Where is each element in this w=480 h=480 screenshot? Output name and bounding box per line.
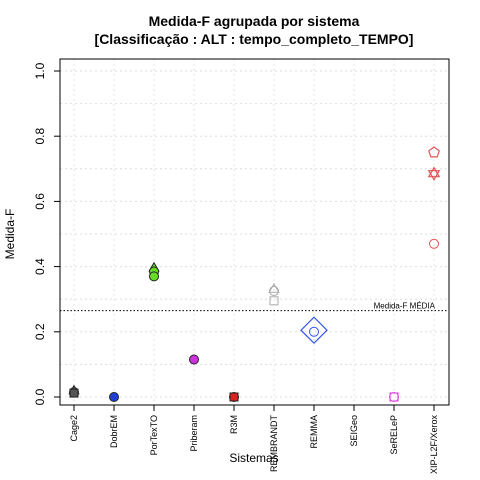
x-tick-label: Cage2 xyxy=(69,415,79,442)
x-tick-label: Priberam xyxy=(189,415,199,452)
data-point-square xyxy=(69,388,79,398)
data-point-circle xyxy=(389,392,399,402)
chart-subtitle: [Classificação : ALT : tempo_completo_TE… xyxy=(95,31,414,47)
grid-layer xyxy=(60,59,449,405)
points-layer xyxy=(68,146,441,402)
plot-frame xyxy=(59,58,450,406)
y-tick-label: 0.8 xyxy=(33,128,47,145)
data-point-square xyxy=(269,296,279,306)
reference-line-layer: Medida-F MÉDIA xyxy=(60,302,449,312)
y-axis-label: Medida-F xyxy=(3,209,17,260)
y-tick-label: 0.6 xyxy=(33,193,47,210)
x-tick-label: REMMA xyxy=(309,415,319,449)
y-tick-label: 0.4 xyxy=(33,258,47,275)
x-tick-label: REMBRANDT xyxy=(269,415,279,473)
data-point-circle xyxy=(269,286,279,297)
data-point-circle xyxy=(149,271,159,282)
data-point-pentagon xyxy=(428,146,440,158)
x-tick-label: SeRELeP xyxy=(389,415,399,455)
x-tick-label: XIP-L2F/Xerox xyxy=(429,415,439,475)
chart-title: Medida-F agrupada por sistema xyxy=(149,13,360,29)
axes-layer: 0.0 0.2 0.4 0.6 0.8 1.0 Cage2 DobrEM PorTexTO Pri… xyxy=(33,58,450,475)
x-tick-label: DobrEM xyxy=(109,415,119,448)
data-point-triangle xyxy=(268,282,280,293)
x-tick-label: SEIGeo xyxy=(349,415,359,447)
y-tick-label: 0.0 xyxy=(33,388,47,405)
x-tick-label: R3M xyxy=(229,415,239,434)
x-tick-label: PorTexTO xyxy=(149,415,159,455)
data-point-square xyxy=(229,392,239,402)
data-point-circle xyxy=(309,326,319,337)
data-point-star xyxy=(427,166,441,178)
data-point-star-inverse xyxy=(427,170,441,181)
y-tick-label: 1.0 xyxy=(33,62,47,79)
data-point-diamond xyxy=(300,316,328,345)
data-point-circle xyxy=(109,392,119,402)
y-tick-label: 0.2 xyxy=(33,323,47,340)
data-point-circle xyxy=(429,238,439,249)
mean-reference-label: Medida-F MÉDIA xyxy=(374,302,436,311)
x-axis-label: Sistemas xyxy=(229,451,278,465)
data-point-circle xyxy=(189,354,199,365)
